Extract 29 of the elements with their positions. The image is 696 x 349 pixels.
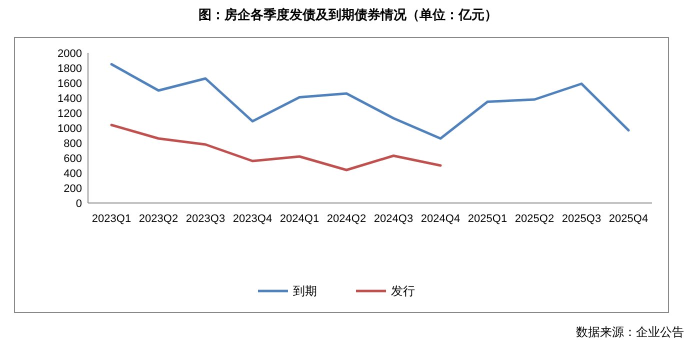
y-tick-label: 2000 xyxy=(58,48,82,60)
y-tick-label: 400 xyxy=(64,168,82,180)
x-tick-label: 2025Q2 xyxy=(514,213,554,225)
x-tick-label: 2025Q3 xyxy=(562,213,602,225)
y-tick-label: 1200 xyxy=(58,108,82,120)
line-series xyxy=(110,63,630,140)
x-tick-label: 2024Q3 xyxy=(374,213,414,225)
source-note: 数据来源：企业公告 xyxy=(576,325,684,339)
y-tick-label: 800 xyxy=(64,138,82,150)
y-tick-label: 0 xyxy=(76,198,82,210)
line-series xyxy=(110,124,442,172)
y-tick-label: 1000 xyxy=(58,123,82,135)
y-tick-label: 1400 xyxy=(58,93,82,105)
x-tick-label: 2023Q1 xyxy=(92,213,132,225)
y-tick-label: 1800 xyxy=(58,63,82,75)
y-tick-label: 200 xyxy=(64,183,82,195)
chart-title: 图：房企各季度发债及到期债券情况（单位：亿元） xyxy=(198,7,498,22)
x-tick-label: 2024Q4 xyxy=(420,213,460,225)
x-tick-label: 2024Q1 xyxy=(280,213,320,225)
x-tick-label: 2023Q4 xyxy=(232,213,272,225)
x-tick-label: 2025Q1 xyxy=(468,213,508,225)
y-tick-label: 600 xyxy=(64,153,82,165)
x-tick-label: 2024Q2 xyxy=(326,213,366,225)
x-tick-label: 2023Q3 xyxy=(186,213,226,225)
y-tick-label: 1600 xyxy=(58,78,82,90)
legend-label: 到期 xyxy=(293,284,317,298)
x-tick-label: 2023Q2 xyxy=(138,213,178,225)
legend-label: 发行 xyxy=(391,284,415,298)
x-tick-label: 2025Q4 xyxy=(608,213,648,225)
